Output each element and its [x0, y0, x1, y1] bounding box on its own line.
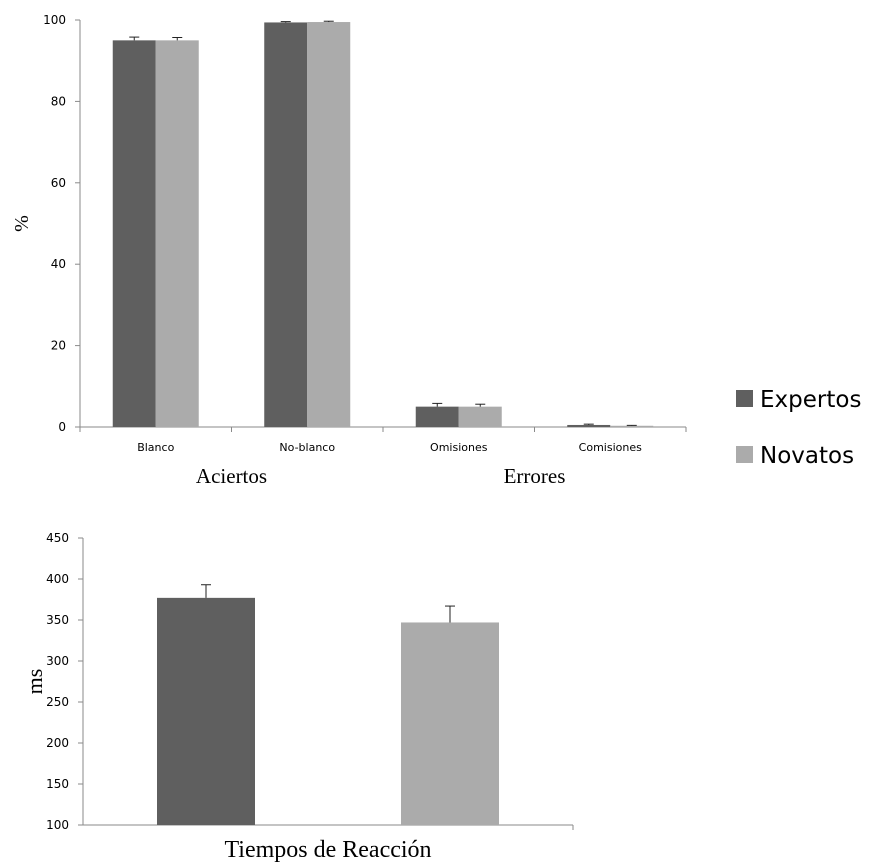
group-label: Aciertos — [196, 464, 267, 488]
bar-novatos — [458, 406, 502, 427]
bar-expertos — [567, 424, 611, 427]
bar-expertos — [157, 597, 255, 825]
legend-label-novatos: Novatos — [760, 443, 854, 469]
y-tick-label: 450 — [46, 531, 69, 545]
accuracy-chart: 0 20 40 60 80 100 Blanco No-blanco Omisiones Comi… — [11, 13, 687, 488]
legend: Expertos Novatos — [736, 387, 861, 469]
y-tick-label: 20 — [51, 339, 66, 353]
bar-expertos — [264, 22, 308, 428]
reaction-time-chart: 100 150 200 250 300 350 400 450 Tiempos de Reacc… — [22, 531, 574, 863]
y-tick-label: 200 — [46, 736, 69, 750]
y-tick-label: 40 — [51, 257, 66, 271]
y-tick-label: 150 — [46, 777, 69, 791]
bar-expertos — [415, 406, 459, 427]
y-tick-label: 100 — [43, 13, 66, 27]
y-axis-title: ms — [22, 669, 47, 695]
legend-swatch-expertos — [736, 390, 753, 407]
bar-novatos — [155, 40, 199, 427]
x-tick-label: No-blanco — [279, 441, 335, 454]
bar-expertos — [112, 40, 156, 427]
y-tick-label: 100 — [46, 818, 69, 832]
bar-novatos — [610, 425, 654, 427]
group-label: Errores — [504, 464, 566, 488]
y-tick-label: 60 — [51, 176, 66, 190]
y-axis-title: % — [11, 215, 33, 232]
bar-novatos — [401, 622, 499, 825]
x-axis-title: Tiempos de Reacción — [224, 837, 431, 863]
y-tick-label: 300 — [46, 654, 69, 668]
x-tick-label: Comisiones — [579, 441, 642, 454]
bar-novatos — [307, 22, 351, 427]
y-tick-label: 350 — [46, 613, 69, 627]
y-tick-label: 0 — [58, 420, 66, 434]
y-tick-label: 250 — [46, 695, 69, 709]
x-tick-label: Blanco — [137, 441, 174, 454]
legend-swatch-novatos — [736, 446, 753, 463]
y-tick-label: 400 — [46, 572, 69, 586]
x-tick-label: Omisiones — [430, 441, 488, 454]
y-tick-label: 80 — [51, 94, 66, 108]
legend-label-expertos: Expertos — [760, 387, 861, 413]
